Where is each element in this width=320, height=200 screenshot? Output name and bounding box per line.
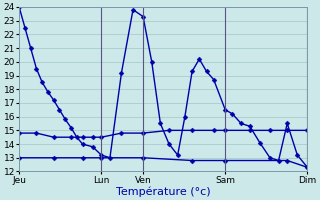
X-axis label: Température (°c): Température (°c) (116, 186, 211, 197)
